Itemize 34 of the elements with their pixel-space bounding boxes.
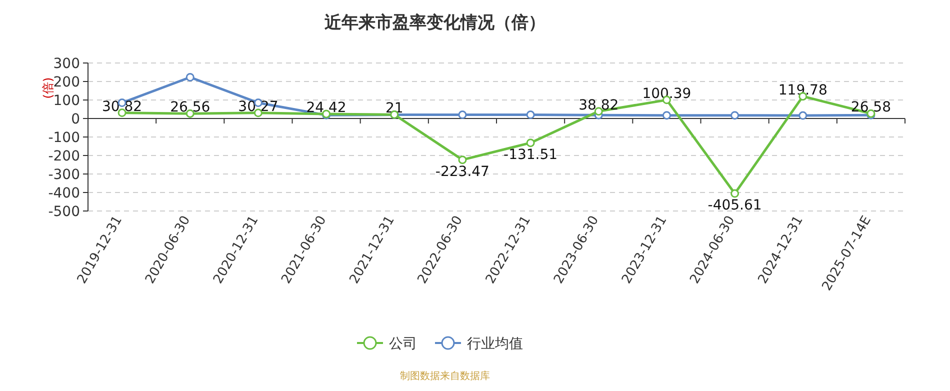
y-tick-label: 300 (53, 56, 80, 72)
data-label: 24.42 (306, 100, 346, 116)
point (730, 189, 740, 198)
legend-label: 行业均值 (467, 336, 523, 352)
chart-title: 近年来市盈率变化情况（倍） (324, 13, 546, 33)
data-label: -131.51 (504, 146, 558, 163)
data-label: 26.56 (170, 100, 210, 116)
y-tick-label: -100 (48, 130, 80, 146)
y-axis-title: (倍) (41, 77, 55, 99)
data-label: 100.39 (642, 86, 692, 102)
y-tick-label: 200 (53, 74, 80, 90)
data-label: 38.82 (578, 97, 619, 114)
data-label: 30.27 (238, 98, 278, 115)
y-tick-label: -200 (48, 148, 80, 164)
point (662, 111, 671, 120)
point (186, 72, 194, 82)
y-tick-label: -400 (48, 186, 80, 202)
legend-label: 公司 (389, 336, 417, 352)
point (798, 111, 808, 120)
point (526, 110, 535, 120)
point (458, 156, 467, 164)
point (730, 111, 740, 120)
data-label: 119.78 (778, 82, 828, 98)
y-tick-label: 0 (71, 112, 80, 128)
data-label: 30.82 (102, 98, 142, 115)
text: 制图数据来自数据库 (400, 370, 490, 382)
y-tick-label: 100 (53, 93, 80, 109)
point (526, 138, 535, 148)
y-tick-label: -500 (48, 204, 80, 220)
y-tick-label: -300 (48, 167, 80, 183)
data-label: 26.58 (850, 100, 892, 116)
data-label: -223.47 (435, 164, 490, 180)
data-label: -405.61 (708, 198, 762, 214)
point (458, 110, 467, 120)
